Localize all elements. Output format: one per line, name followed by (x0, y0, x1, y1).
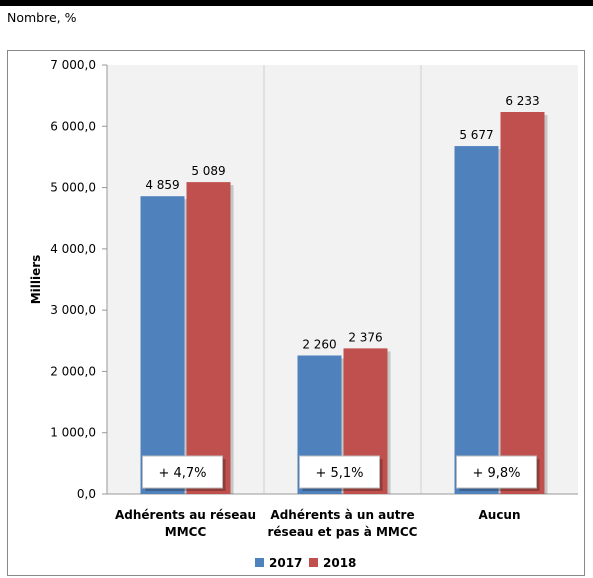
x-category-label: Aucun (478, 508, 520, 522)
axes (106, 65, 578, 495)
y-axis-ticks: 0,0 1 000,0 2 000,0 3 000,0 4 000,0 5 000,0 6 … (50, 58, 107, 501)
annotation-label: + 4,7% (158, 466, 206, 481)
gridlines (263, 65, 422, 494)
legend-swatch (255, 558, 264, 567)
data-label: 2 260 (302, 337, 336, 351)
y-axis-label: Milliers (29, 255, 43, 305)
bars (140, 112, 548, 495)
bar-2017 (454, 146, 499, 494)
annotation-box (142, 455, 223, 489)
legend-label: 2017 (269, 556, 302, 570)
bar-2018 (186, 182, 231, 494)
data-label: 5 677 (459, 128, 493, 142)
data-label: 2 376 (348, 330, 382, 344)
x-axis-labels: Adhérents au réseau MMCC Adhérents à un au… (115, 508, 521, 539)
data-label: 5 089 (191, 164, 225, 178)
data-label: 4 859 (145, 178, 179, 192)
y-tick-label: 2 000,0 (50, 364, 96, 378)
x-category-label: Adhérents à un autre (270, 508, 414, 522)
y-tick-label: 5 000,0 (50, 181, 96, 195)
annotation-box (456, 455, 537, 489)
data-label: 6 233 (505, 94, 539, 108)
legend-label: 2018 (323, 556, 356, 570)
y-tick-label: 0,0 (77, 487, 96, 501)
chart-subtitle: Nombre, % (7, 10, 77, 25)
x-category-label: Adhérents au réseau (115, 508, 256, 522)
plot-area (107, 65, 578, 494)
data-labels: 4 859 5 089 2 260 2 376 5 677 6 233 (145, 94, 539, 351)
legend: 2017 2018 (255, 556, 356, 570)
x-category-label: MMCC (165, 525, 207, 539)
annotation-box (299, 455, 380, 489)
bar-2017 (140, 196, 185, 494)
bar-2018 (500, 112, 545, 495)
y-tick-label: 4 000,0 (50, 242, 96, 256)
y-tick-label: 3 000,0 (50, 303, 96, 317)
y-tick-label: 6 000,0 (50, 119, 96, 133)
annotations: + 4,7% + 5,1% + 9,8% (142, 455, 540, 491)
y-tick-label: 1 000,0 (50, 426, 96, 440)
annotation-label: + 9,8% (472, 466, 520, 481)
legend-swatch (309, 558, 318, 567)
x-category-label: réseau et pas à MMCC (268, 525, 418, 539)
top-rule (0, 0, 593, 6)
annotation-label: + 5,1% (315, 466, 363, 481)
y-tick-label: 7 000,0 (50, 58, 96, 72)
